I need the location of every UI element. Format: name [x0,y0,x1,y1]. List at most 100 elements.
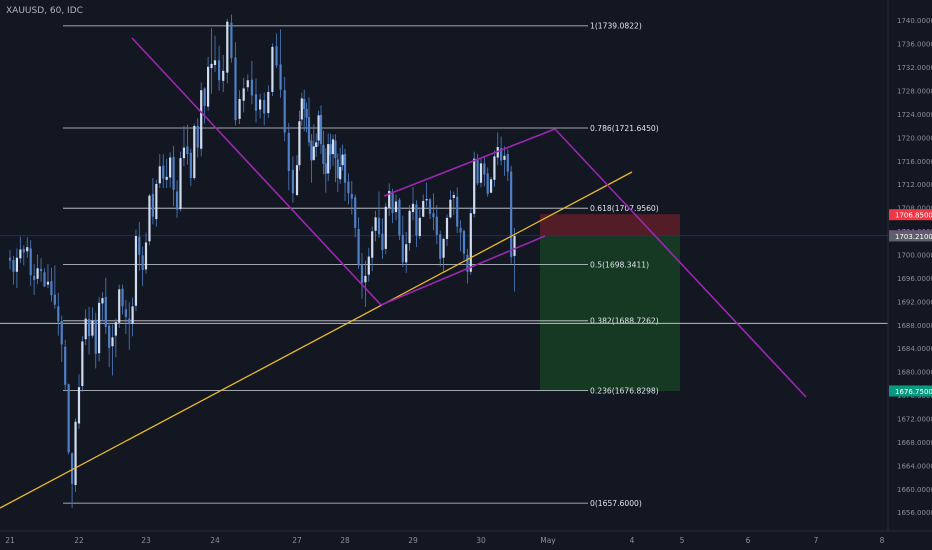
candle-body [57,306,60,322]
candle-body [479,163,483,183]
time-tick-label: 28 [340,536,350,545]
candle-body [381,233,384,251]
candle-body [336,159,339,179]
channel-line-left [131,37,382,306]
candle-body [422,200,425,217]
candle-body [295,165,299,196]
candle-body [500,148,503,161]
candle-body [200,90,203,149]
candle-body [305,108,308,118]
candle-body [493,156,496,180]
candle-body [418,217,421,237]
time-tick-label: 30 [476,536,486,545]
candle-body [307,117,311,143]
candle-body [246,80,249,88]
time-tick-label: 29 [408,536,418,545]
candle-body [108,325,111,348]
price-tick-label: 1696.0000 [897,275,932,283]
time-tick-label: 22 [74,536,84,545]
candle-body [210,63,213,68]
candle-body [179,158,182,210]
candle-body [250,79,253,96]
price-tick-label: 1712.0000 [897,181,932,189]
candle-body [134,236,138,306]
candle-body [39,268,43,272]
candle-body [310,140,313,161]
candle-body [77,387,81,424]
price-tick-label: 1684.0000 [897,345,932,353]
candle-body [398,199,401,236]
time-tick-label: 24 [210,536,220,545]
time-tick-label: 21 [5,536,15,545]
candle-body [322,144,325,164]
price-tick-label: 1708.0000 [897,205,932,213]
channel-line-upper [383,128,556,197]
candle-body [271,46,274,92]
candle-body [317,115,320,141]
candle-body [476,159,479,184]
candle-body [254,94,258,111]
fib-label-0-236: 0.236(1676.8298) [590,386,659,395]
candle-body [141,255,144,271]
candle-body [67,384,70,453]
fib-label-0-786: 0.786(1721.6450) [590,124,659,133]
candle-body [510,171,513,258]
candle-body [53,294,56,305]
candle-body [36,268,39,279]
candle-body [303,98,306,109]
candle-body [131,306,134,324]
candle-body [71,453,74,484]
candle-body [371,231,374,258]
candle-body [408,210,411,244]
fib-label-0-5: 0.5(1698.3411) [590,260,649,269]
candle-body [442,238,445,258]
candle-body [29,248,32,276]
candle-body [432,213,435,218]
candle-body [394,201,398,213]
candle-body [151,193,154,217]
candle-body [329,144,332,155]
candle-body [148,195,151,242]
candle-body [331,139,335,155]
candle-body [19,249,22,259]
candle-body [291,169,294,194]
candle-body [360,264,364,283]
candle-body [466,254,469,272]
candle-body [87,319,91,337]
fib-label-0: 0(1657.6000) [590,499,642,508]
candle-body [364,275,367,283]
candle-body [186,146,189,155]
candle-body [26,247,29,252]
time-tick-label: 27 [292,536,302,545]
candle-body [315,142,318,148]
price-tick-label: 1716.0000 [897,158,932,166]
price-tick-label: 1732.0000 [897,64,932,72]
candle-body [81,341,84,386]
candle-body [428,199,432,214]
price-tick-label: 1728.0000 [897,87,932,95]
time-tick-label: 7 [814,536,819,545]
candle-body [189,152,192,179]
candle-body [298,121,301,166]
candle-body [275,46,278,66]
candle-body [449,199,452,218]
candle-body [279,64,282,90]
candle-body [343,154,347,183]
candle-body [207,66,210,107]
candle-body [230,22,233,58]
candle-body [445,217,449,239]
price-tick-label: 1692.0000 [897,298,932,306]
channel-line-lower [380,235,546,306]
candle-body [439,234,442,259]
take-profit-zone [540,235,680,391]
price-tag-label-last: 1703.2100 [895,233,932,241]
price-tag-last [889,230,932,242]
price-tick-label: 1740.0000 [897,17,932,25]
candle-body [128,318,131,324]
candle-body [503,155,506,160]
candle-body [46,281,50,285]
price-tick-label: 1688.0000 [897,322,932,330]
candle-body [22,248,25,253]
price-tag-stop [889,209,932,221]
candle-body [182,147,186,159]
